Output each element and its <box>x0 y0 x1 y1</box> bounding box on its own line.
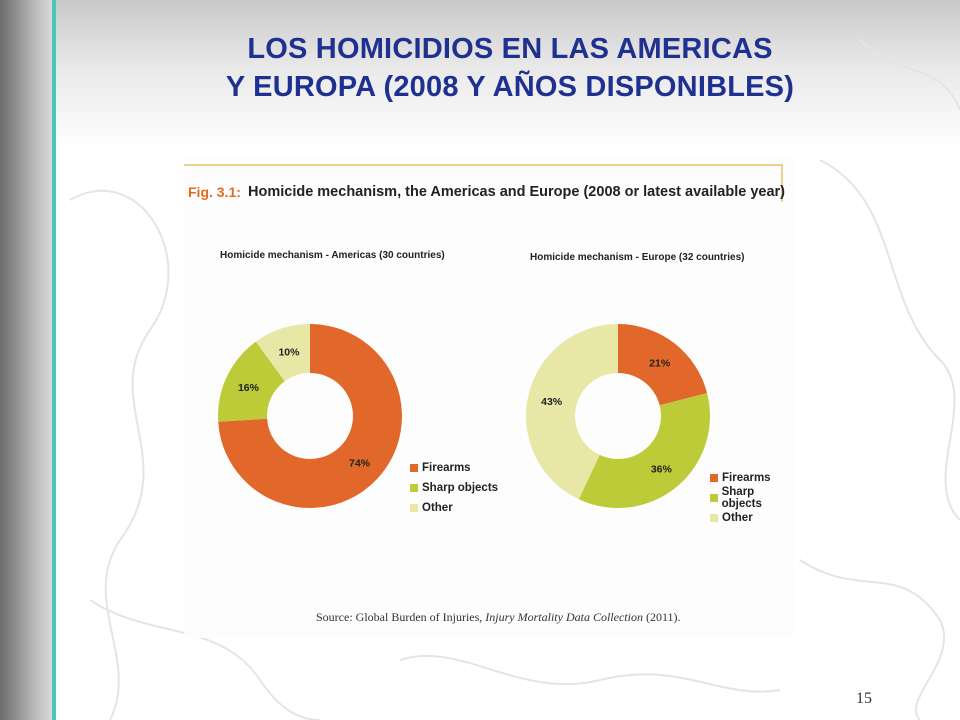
slide-title: LOS HOMICIDIOS EN LAS AMERICAS Y EUROPA … <box>60 30 960 106</box>
legend-label: Sharp objects <box>422 482 499 494</box>
title-background <box>0 0 960 150</box>
slice-americas-other <box>255 324 310 382</box>
chart-title-americas: Homicide mechanism - Americas (30 countr… <box>220 250 445 261</box>
legend-item-other: Other <box>710 508 794 528</box>
legend-label: Firearms <box>722 472 771 484</box>
legend-americas: Firearms Sharp objects Other <box>410 458 498 518</box>
legend-label: Other <box>722 512 753 524</box>
source-title: Injury Mortality Data Collection <box>485 610 643 624</box>
data-label-americas-other: 10% <box>278 346 300 358</box>
legend-label: Other <box>422 502 453 514</box>
legend-label: Firearms <box>422 462 471 474</box>
figure-top-rule <box>184 164 782 166</box>
legend-item-firearms: Firearms <box>710 468 794 488</box>
data-label-europe-other: 43% <box>541 396 563 408</box>
legend-swatch <box>410 484 418 492</box>
data-label-americas-sharp-objects: 16% <box>238 382 260 394</box>
figure-source: Source: Global Burden of Injuries, Injur… <box>316 610 681 625</box>
legend-item-sharp-objects: Sharp objects <box>410 478 498 498</box>
donut-charts: 74% 16% 10% 21% 36% 43% <box>218 324 711 509</box>
source-prefix: Source: Global Burden of Injuries, <box>316 610 486 624</box>
legend-label: Sharp objects <box>721 486 762 510</box>
data-label-americas-firearms: 74% <box>349 458 371 470</box>
chart-title-europe: Homicide mechanism - Europe (32 countrie… <box>530 252 745 263</box>
slide-title-line-2: Y EUROPA (2008 Y AÑOS DISPONIBLES) <box>225 71 795 103</box>
legend-europe: Firearms Sharp objects Other <box>710 468 794 528</box>
figure-title: Homicide mechanism, the Americas and Eur… <box>248 184 785 200</box>
legend-item-firearms: Firearms <box>410 458 498 478</box>
legend-item-other: Other <box>410 498 498 518</box>
data-label-europe-firearms: 21% <box>649 357 671 369</box>
left-decorative-strip <box>0 0 56 720</box>
legend-swatch <box>710 494 718 502</box>
legend-swatch <box>410 504 418 512</box>
legend-swatch <box>710 514 718 522</box>
slide-title-line-1: LOS HOMICIDIOS EN LAS AMERICAS <box>247 33 773 65</box>
page-number: 15 <box>856 690 872 707</box>
slice-europe-sharp-objects <box>578 393 711 509</box>
slice-americas-sharp-objects <box>218 341 285 422</box>
legend-swatch <box>410 464 418 472</box>
slice-europe-firearms <box>618 324 708 406</box>
legend-item-sharp-objects: Sharp objects <box>710 486 794 510</box>
figure-panel: Fig. 3.1: Homicide mechanism, the Americ… <box>184 158 794 638</box>
figure-number: Fig. 3.1: <box>188 184 241 200</box>
data-label-europe-sharp-objects: 36% <box>651 463 673 475</box>
source-suffix: (2011). <box>642 610 681 624</box>
slice-europe-other <box>526 324 618 500</box>
slice-americas-firearms <box>218 324 402 509</box>
legend-swatch <box>710 474 718 482</box>
figure-side-rule <box>781 164 783 202</box>
